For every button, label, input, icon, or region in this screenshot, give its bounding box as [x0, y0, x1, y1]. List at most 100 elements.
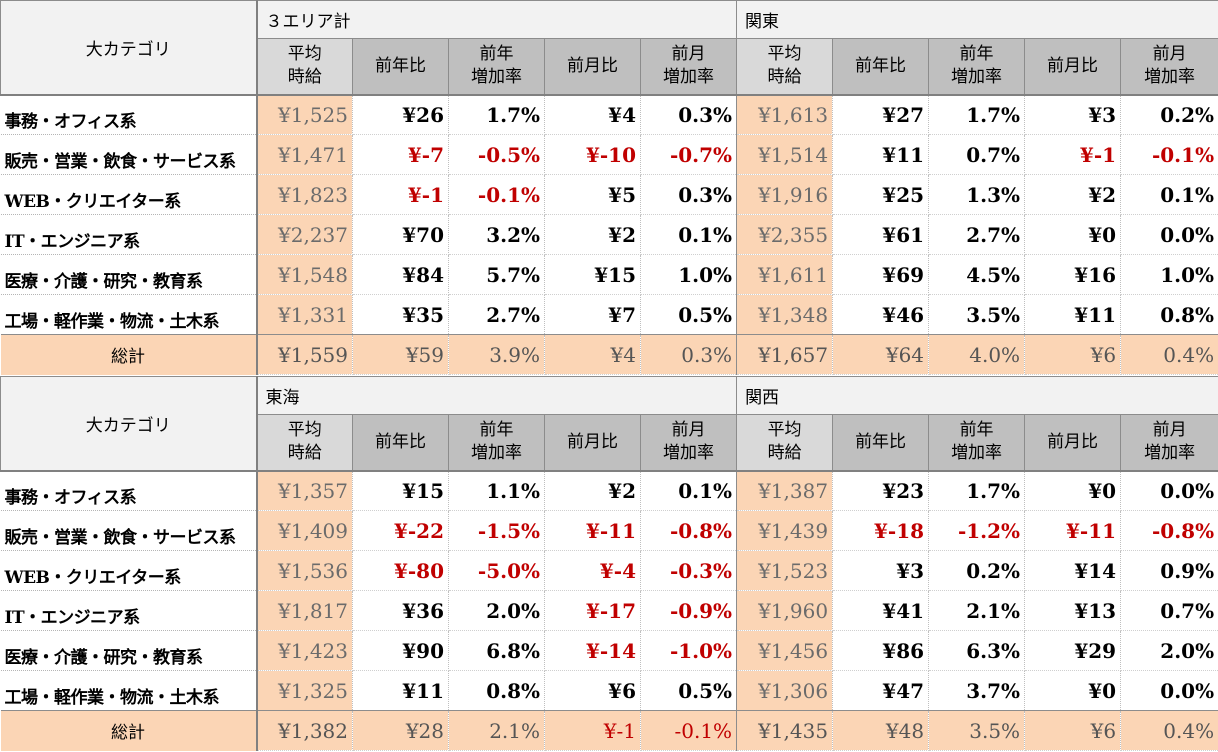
total-cell-avg: ¥1,435 [736, 710, 834, 751]
cell-yoy: ¥47 [832, 670, 930, 711]
total-cell-mom_rate: 0.3% [640, 334, 738, 375]
total-cell-mom: ¥4 [544, 334, 641, 375]
cell-avg: ¥1,611 [736, 254, 834, 295]
total-cell-mom: ¥-1 [544, 710, 641, 751]
cell-mom_rate: -0.8% [640, 510, 738, 551]
cell-yoy: ¥69 [832, 254, 930, 295]
cell-mom: ¥2 [1024, 174, 1122, 215]
cell-mom: ¥3 [1024, 94, 1122, 135]
cell-mom_rate: -0.7% [640, 134, 738, 175]
cell-yoy: ¥15 [352, 470, 449, 511]
column-header-row: 平均 時給 前年比 前年 増加率 前月比 前月 増加率 平均 時給 前年比 前年 増加率 前月比 前月 増加率 [1, 414, 1218, 472]
cell-yoy_rate: 6.8% [448, 630, 545, 671]
cell-yoy: ¥84 [352, 254, 449, 295]
total-cell-yoy_rate: 3.9% [448, 334, 545, 375]
cell-yoy: ¥23 [832, 470, 930, 511]
column-header-avg: 平均 時給 [736, 38, 834, 96]
cell-mom_rate: 0.9% [1120, 550, 1218, 591]
cell-yoy_rate: 1.7% [448, 94, 545, 135]
table-row: 工場・軽作業・物流・土木系 ¥1,331 ¥35 2.7% ¥7 0.5% ¥1,348 ¥4… [0, 294, 1218, 335]
cell-avg: ¥1,348 [736, 294, 834, 335]
cell-avg: ¥1,823 [256, 174, 353, 215]
row-label: 事務・オフィス系 [0, 94, 258, 135]
cell-mom: ¥16 [1024, 254, 1122, 295]
cell-yoy_rate: 3.5% [928, 294, 1026, 335]
category-header: 大カテゴリ [0, 0, 258, 96]
cell-mom: ¥-1 [1024, 134, 1122, 175]
row-label: 事務・オフィス系 [0, 470, 258, 511]
table-row: WEB・クリエイター系 ¥1,823 ¥-1 -0.1% ¥5 0.3% ¥1,916 ¥25… [0, 174, 1218, 215]
cell-mom_rate: 0.0% [1120, 470, 1218, 511]
cell-yoy: ¥36 [352, 590, 449, 631]
cell-mom_rate: 0.1% [640, 214, 738, 255]
cell-avg: ¥1,960 [736, 590, 834, 631]
column-header-yoy_rate: 前年 増加率 [448, 38, 545, 96]
cell-mom_rate: 0.5% [640, 670, 738, 711]
row-label: IT・エンジニア系 [0, 214, 258, 255]
table-row: 販売・営業・飲食・サービス系 ¥1,471 ¥-7 -0.5% ¥-10 -0.7% ¥1,… [0, 134, 1218, 175]
cell-avg: ¥2,237 [256, 214, 353, 255]
column-header-avg: 平均 時給 [256, 414, 353, 472]
cell-avg: ¥1,456 [736, 630, 834, 671]
total-cell-mom_rate: -0.1% [640, 710, 738, 751]
cell-yoy: ¥-1 [352, 174, 449, 215]
cell-yoy: ¥-7 [352, 134, 449, 175]
cell-mom: ¥5 [544, 174, 641, 215]
table-row: 医療・介護・研究・教育系 ¥1,423 ¥90 6.8% ¥-14 -1.0% ¥1,456… [0, 630, 1218, 671]
total-cell-yoy_rate: 4.0% [928, 334, 1026, 375]
cell-yoy_rate: 6.3% [928, 630, 1026, 671]
column-header-yoy: 前年比 [832, 414, 930, 472]
cell-avg: ¥1,613 [736, 94, 834, 135]
cell-avg: ¥1,471 [256, 134, 353, 175]
column-header-mom: 前月比 [1024, 38, 1122, 96]
cell-yoy: ¥61 [832, 214, 930, 255]
cell-mom_rate: 0.0% [1120, 214, 1218, 255]
total-cell-yoy_rate: 2.1% [448, 710, 545, 751]
cell-yoy_rate: 0.2% [928, 550, 1026, 591]
cell-avg: ¥1,536 [256, 550, 353, 591]
cell-yoy_rate: -1.5% [448, 510, 545, 551]
cell-mom: ¥-11 [544, 510, 641, 551]
cell-yoy: ¥3 [832, 550, 930, 591]
cell-mom: ¥-4 [544, 550, 641, 591]
column-header-mom: 前月比 [1024, 414, 1122, 472]
row-label: 工場・軽作業・物流・土木系 [0, 294, 258, 335]
total-cell-mom_rate: 0.4% [1120, 334, 1218, 375]
cell-avg: ¥1,439 [736, 510, 834, 551]
total-cell-avg: ¥1,559 [256, 334, 353, 375]
cell-mom: ¥6 [544, 670, 641, 711]
total-row: 総計 ¥1,559 ¥59 3.9% ¥4 0.3% ¥1,657 ¥64 4.0% ¥6 0.4% [0, 334, 1218, 375]
region-header-row: 大カテゴリ ３エリア計 関東 [0, 0, 1218, 96]
cell-avg: ¥1,514 [736, 134, 834, 175]
cell-mom_rate: 0.1% [640, 470, 738, 511]
row-label: 医療・介護・研究・教育系 [0, 630, 258, 671]
cell-yoy_rate: 3.2% [448, 214, 545, 255]
table-block-2: 大カテゴリ 東海 関西 平均 時給 前年比 前年 増加率 前月比 前月 増加率 平均 時給 前年比 前年 増加… [0, 376, 1218, 751]
cell-yoy: ¥46 [832, 294, 930, 335]
cell-yoy: ¥41 [832, 590, 930, 631]
cell-mom_rate: -0.9% [640, 590, 738, 631]
cell-mom: ¥0 [1024, 470, 1122, 511]
cell-yoy: ¥-18 [832, 510, 930, 551]
cell-mom_rate: -0.3% [640, 550, 738, 591]
cell-mom_rate: 0.7% [1120, 590, 1218, 631]
cell-yoy_rate: -0.1% [448, 174, 545, 215]
column-header-row: 平均 時給 前年比 前年 増加率 前月比 前月 増加率 平均 時給 前年比 前年 増加率 前月比 前月 増加率 [1, 38, 1218, 96]
cell-avg: ¥1,523 [736, 550, 834, 591]
column-header-mom_rate: 前月 増加率 [639, 414, 738, 472]
cell-yoy_rate: 4.5% [928, 254, 1026, 295]
cell-mom_rate: 0.1% [1120, 174, 1218, 215]
total-label: 総計 [0, 334, 258, 375]
table-row: 事務・オフィス系 ¥1,357 ¥15 1.1% ¥2 0.1% ¥1,387 ¥23 1.7%… [0, 470, 1218, 511]
cell-mom: ¥14 [1024, 550, 1122, 591]
cell-mom_rate: 1.0% [640, 254, 738, 295]
wage-table: 大カテゴリ 東海 関西 平均 時給 前年比 前年 増加率 前月比 前月 増加率 平均 時給 前年比 前年 増加… [0, 376, 1218, 751]
total-cell-mom_rate: 0.4% [1120, 710, 1218, 751]
total-cell-avg: ¥1,382 [256, 710, 353, 751]
cell-mom_rate: 0.2% [1120, 94, 1218, 135]
cell-yoy_rate: 0.8% [448, 670, 545, 711]
cell-yoy_rate: 2.7% [448, 294, 545, 335]
cell-mom_rate: 2.0% [1120, 630, 1218, 671]
cell-yoy: ¥-80 [352, 550, 449, 591]
column-header-avg: 平均 時給 [736, 414, 834, 472]
